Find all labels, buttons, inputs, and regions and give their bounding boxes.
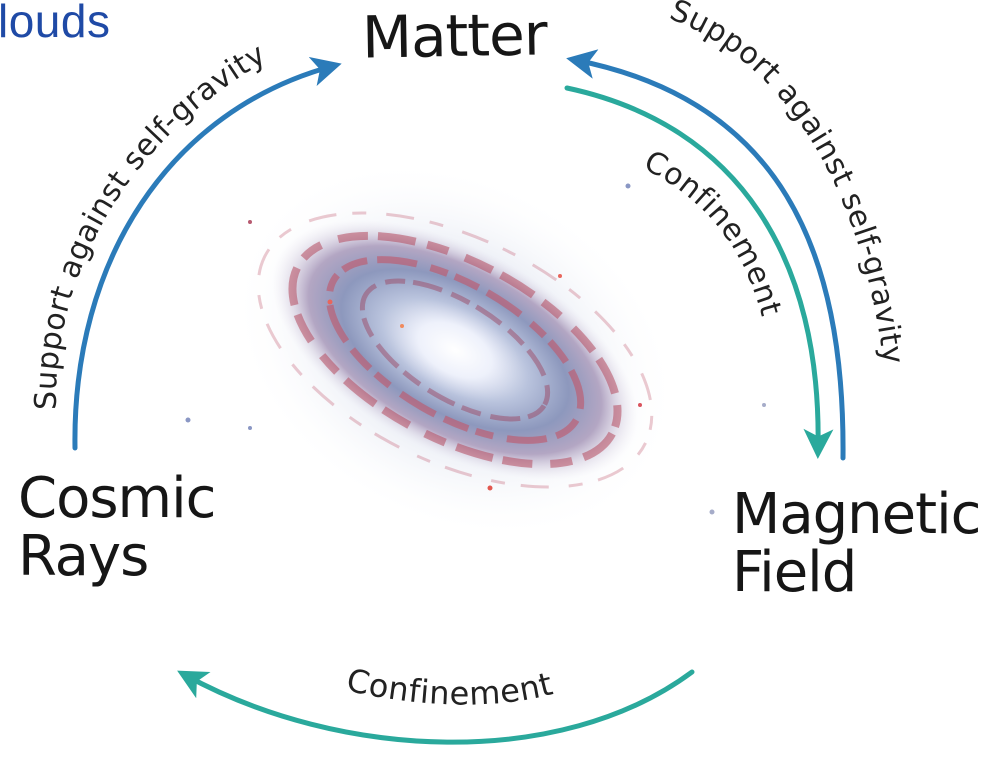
edge-label-support-left: Support against self-gravity [29, 37, 272, 410]
arrow-cosmic-rays-to-matter [72, 57, 342, 451]
node-matter-label: Matter [361, 0, 548, 72]
arrow-magnetic-field-to-cosmic-rays [177, 669, 695, 745]
node-magnetic-field-line1: Magnetic [732, 482, 981, 547]
arrow-matter-to-magnetic-field [564, 85, 834, 459]
node-magnetic-field: Magnetic Field [732, 482, 981, 606]
node-cosmic-rays-line1: Cosmic [18, 466, 216, 531]
edge-label-confinement-bottom: Confinement [343, 661, 556, 713]
arrow-magnetic-field-to-matter [566, 49, 846, 461]
heading-fragment: louds [0, 0, 111, 47]
node-matter: Matter [361, 0, 548, 72]
spiral-galaxy-image [185, 160, 766, 540]
node-cosmic-rays-line2: Rays [18, 524, 149, 590]
node-cosmic-rays: Cosmic Rays [18, 466, 216, 590]
node-magnetic-field-line2: Field [732, 540, 857, 606]
edge-label-confinement-right: Confinement [638, 144, 788, 320]
